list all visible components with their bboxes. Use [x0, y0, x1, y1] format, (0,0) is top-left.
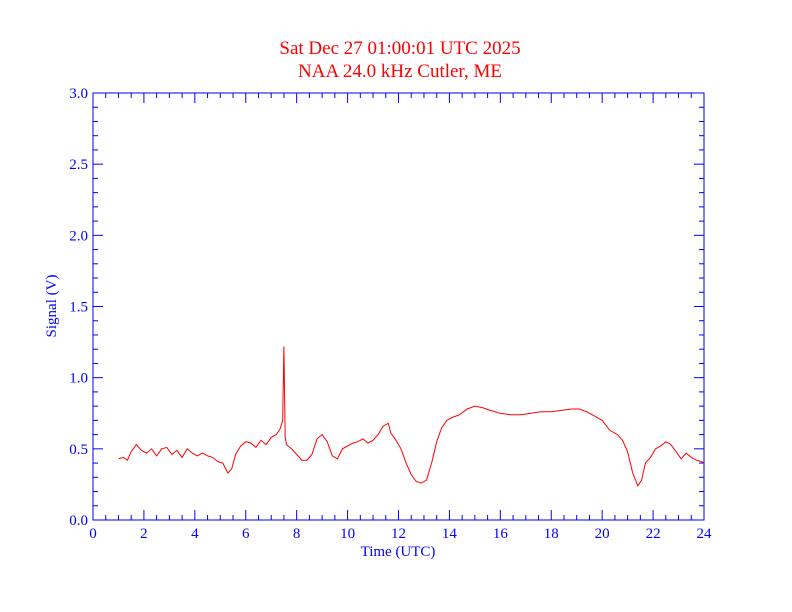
y-tick-label: 3.0	[69, 86, 88, 102]
series-line	[118, 346, 705, 487]
x-tick-label: 6	[242, 526, 250, 542]
x-tick-label: 16	[493, 526, 509, 542]
y-tick-label: 0.0	[69, 513, 88, 529]
y-tick-label: 2.0	[69, 228, 88, 244]
x-tick-label: 2	[140, 526, 148, 542]
x-tick-label: 18	[544, 526, 559, 542]
y-tick-label: 1.0	[69, 371, 88, 387]
x-tick-label: 20	[595, 526, 610, 542]
x-tick-labels: 0 2 4 6 8 10 12 14 16 18 20 22 24	[89, 526, 712, 542]
x-tick-label: 14	[442, 526, 458, 542]
x-axis-label: Time (UTC)	[361, 544, 436, 560]
x-tick-label: 22	[646, 526, 661, 542]
y-tick-label: 2.5	[69, 157, 88, 173]
axis-ticks	[92, 92, 705, 521]
x-tick-label: 12	[391, 526, 406, 542]
y-tick-label: 1.5	[69, 300, 88, 316]
chart-subtitle: NAA 24.0 kHz Cutler, ME	[298, 61, 502, 82]
x-tick-label: 10	[340, 526, 355, 542]
y-tick-labels: 0.0 0.5 1.0 1.5 2.0 2.5 3.0	[69, 86, 88, 529]
y-axis-label: Signal (V)	[44, 275, 60, 338]
x-tick-label: 0	[89, 526, 97, 542]
x-tick-label: 24	[697, 526, 713, 542]
chart-title: Sat Dec 27 01:00:01 UTC 2025	[279, 38, 520, 59]
y-tick-label: 0.5	[69, 442, 88, 458]
x-tick-label: 4	[191, 526, 199, 542]
x-tick-label: 8	[293, 526, 301, 542]
plot-frame	[92, 92, 705, 521]
